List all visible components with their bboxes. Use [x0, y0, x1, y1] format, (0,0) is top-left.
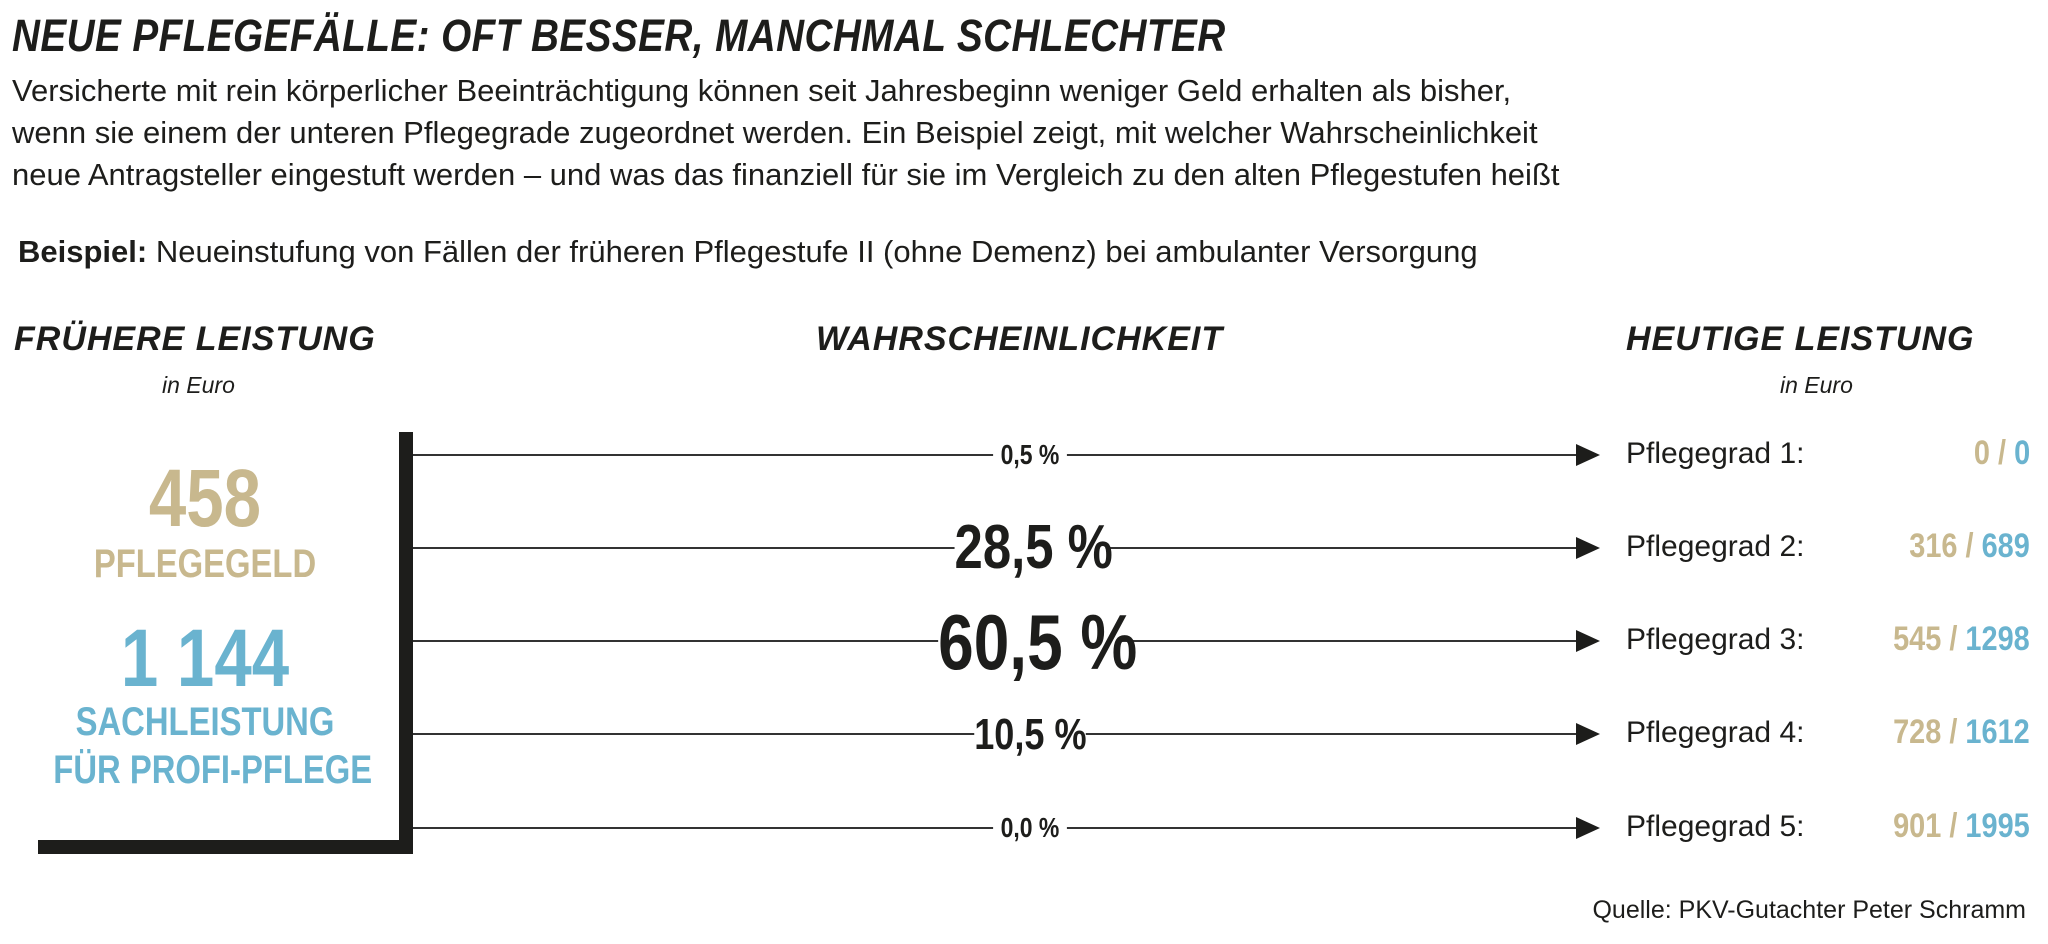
grade-4-label: Pflegegrad 4:: [1626, 716, 1805, 749]
probability-grade-5: 0,0 %: [993, 811, 1067, 845]
value-separator: /: [1941, 620, 1966, 658]
grade-2-label: Pflegegrad 2:: [1626, 530, 1805, 563]
grade-5-values: 901 / 1995: [1893, 807, 2030, 846]
arrow-head-icon: [1576, 537, 1600, 559]
probability-grade-4: 10,5 %: [974, 710, 1087, 759]
grade-5-label: Pflegegrad 5:: [1626, 810, 1805, 843]
grade-2-values: 316 / 689: [1909, 527, 2030, 566]
bracket-vertical: [399, 432, 413, 854]
grade-5-sachleistung: 1995: [1965, 807, 2030, 845]
grade-3-sachleistung: 1298: [1965, 620, 2030, 658]
grade-1-pflegegeld: 0: [1973, 434, 1990, 472]
grade-3-values: 545 / 1298: [1893, 620, 2030, 659]
value-separator: /: [1957, 527, 1982, 565]
left-column-unit: in Euro: [162, 372, 235, 398]
probability-grade-1: 0,5 %: [993, 438, 1067, 472]
value-separator: /: [1941, 713, 1966, 751]
grade-1-label: Pflegegrad 1:: [1626, 437, 1805, 470]
grade-3-pflegegeld: 545: [1893, 620, 1942, 658]
probability-grade-3: 60,5 %: [938, 598, 1138, 686]
former-pflegegeld-label: PFLEGEGELD: [93, 542, 317, 586]
middle-column-title: WAHRSCHEINLICHKEIT: [816, 320, 1224, 358]
grade-1-values: 0 / 0: [1974, 434, 2030, 473]
former-pflegegeld-value: 458: [148, 453, 262, 544]
value-separator: /: [1941, 807, 1966, 845]
arrow-head-icon: [1576, 817, 1600, 839]
example-text: Neueinstufung von Fällen der früheren Pf…: [147, 234, 1478, 269]
subtitle-line-3: neue Antragsteller eingestuft werden – u…: [12, 157, 1560, 192]
arrow-head-icon: [1576, 444, 1600, 466]
grade-4-sachleistung: 1612: [1965, 713, 2030, 751]
subtitle-line-2: wenn sie einem der unteren Pflegegrade z…: [12, 115, 1538, 150]
grade-1-sachleistung: 0: [2013, 434, 2030, 472]
grade-4-values: 728 / 1612: [1893, 713, 2030, 752]
former-sachleistung-label-1: SACHLEISTUNG: [75, 700, 335, 744]
subtitle: Versicherte mit rein körperlicher Beeint…: [12, 70, 1912, 196]
probability-grade-2: 28,5 %: [954, 513, 1113, 582]
grade-4-pflegegeld: 728: [1893, 713, 1942, 751]
right-column-title: HEUTIGE LEISTUNG: [1626, 320, 1975, 358]
grade-5-pflegegeld: 901: [1893, 807, 1942, 845]
grade-3-label: Pflegegrad 3:: [1626, 623, 1805, 656]
grade-2-sachleistung: 689: [1981, 527, 2030, 565]
right-column-unit: in Euro: [1780, 372, 1853, 398]
value-separator: /: [1989, 434, 2014, 472]
former-sachleistung-label-2: FÜR PROFI-PFLEGE: [53, 748, 373, 792]
grade-2-pflegegeld: 316: [1909, 527, 1958, 565]
example-note: Beispiel: Neueinstufung von Fällen der f…: [18, 234, 1478, 270]
former-sachleistung-value: 1 144: [120, 613, 290, 704]
arrow-head-icon: [1576, 630, 1600, 652]
bracket-horizontal: [38, 840, 413, 854]
example-label: Beispiel:: [18, 234, 148, 269]
subtitle-line-1: Versicherte mit rein körperlicher Beeint…: [12, 73, 1512, 108]
source-note: Quelle: PKV-Gutachter Peter Schramm: [1592, 896, 2026, 924]
arrow-head-icon: [1576, 723, 1600, 745]
left-column-title: FRÜHERE LEISTUNG: [14, 320, 376, 358]
page-title: NEUE PFLEGEFÄLLE: OFT BESSER, MANCHMAL S…: [12, 10, 1226, 61]
